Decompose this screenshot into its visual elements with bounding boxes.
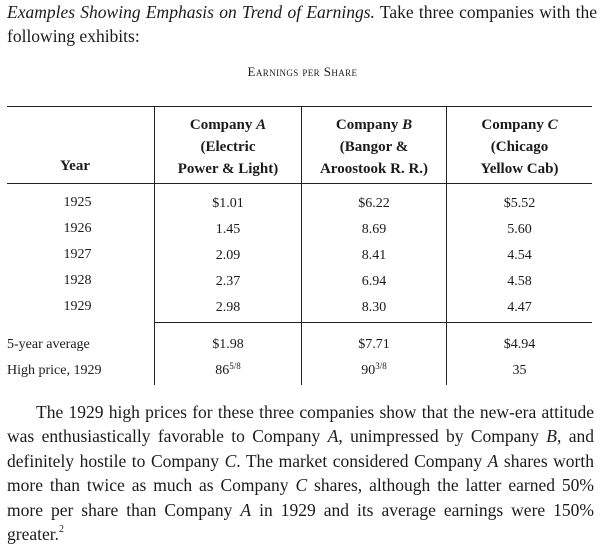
company-letter: C bbox=[295, 475, 308, 496]
company-a-value: 1.45 bbox=[215, 222, 241, 237]
company-a-value: 2.37 bbox=[215, 274, 241, 289]
company-c-average: $4.94 bbox=[503, 337, 536, 352]
intro-paragraph: Examples Showing Emphasis on Trend of Ea… bbox=[7, 0, 597, 48]
company-letter: A bbox=[327, 426, 339, 447]
company-a-value: $1.01 bbox=[212, 196, 244, 211]
year-cell: 1929 bbox=[63, 299, 92, 314]
company-letter: C bbox=[224, 450, 237, 471]
body-paragraph: The 1929 high prices for these three com… bbox=[7, 400, 594, 546]
intro-text: Take three companies with the following … bbox=[7, 2, 598, 46]
table-title: Earnings per Share bbox=[247, 64, 358, 79]
company-c-desc-2: Yellow Cab) bbox=[480, 161, 559, 177]
year-column-header: Year bbox=[60, 158, 90, 174]
column-header-company-c: Company C (Chicago Yellow Cab) bbox=[447, 114, 592, 180]
company-b-value: 6.94 bbox=[361, 274, 387, 289]
company-c-value: $5.52 bbox=[503, 196, 536, 211]
company-letter: A bbox=[487, 450, 499, 471]
company-b-letter: B bbox=[402, 117, 413, 133]
company-a-letter: A bbox=[256, 117, 267, 133]
company-b-desc-1: (Bangor & bbox=[339, 139, 409, 155]
footnote-marker[interactable]: 2 bbox=[58, 524, 64, 536]
company-a-value: 2.09 bbox=[215, 248, 241, 263]
table-top-rule bbox=[7, 106, 592, 107]
header-bottom-rule bbox=[7, 183, 592, 184]
price-whole: 90 bbox=[361, 363, 376, 378]
column-divider-1 bbox=[154, 106, 155, 385]
column-header-company-a: Company A (Electric Power & Light) bbox=[155, 114, 301, 180]
company-a-name: Company bbox=[189, 117, 253, 133]
company-c-name: Company bbox=[481, 117, 544, 133]
column-divider-2 bbox=[301, 106, 302, 385]
company-c-value: 4.47 bbox=[507, 300, 532, 315]
company-letter: A bbox=[240, 499, 252, 520]
body-text-span: shares worth more than twice as much as … bbox=[7, 450, 594, 496]
company-b-desc-2: Aroostook R. R.) bbox=[319, 161, 429, 177]
company-c-letter: C bbox=[547, 117, 558, 133]
year-cell: 1928 bbox=[63, 273, 92, 288]
summary-label: High price, 1929 bbox=[7, 363, 102, 378]
section-heading: Examples Showing Emphasis on Trend of Ea… bbox=[7, 2, 375, 22]
company-c-value: 5.60 bbox=[507, 222, 532, 237]
company-c-value: 4.54 bbox=[507, 248, 532, 263]
company-a-desc-2: Power & Light) bbox=[177, 161, 279, 177]
company-b-value: 8.30 bbox=[361, 300, 387, 315]
price-fraction: 3/8 bbox=[375, 361, 387, 371]
body-text-span: , unimpressed by Company bbox=[338, 426, 547, 447]
company-b-value: $6.22 bbox=[358, 196, 390, 211]
year-cell: 1926 bbox=[63, 221, 92, 236]
company-b-value: 8.41 bbox=[361, 248, 387, 263]
company-b-average: $7.71 bbox=[358, 337, 390, 352]
company-letter: B bbox=[546, 426, 557, 447]
body-text-span: in 1929 and its average earnings were 15… bbox=[7, 499, 594, 545]
body-text-span: . The market considered Company bbox=[236, 450, 488, 471]
company-c-high-price: 35 bbox=[512, 363, 527, 378]
company-c-value: 4.58 bbox=[507, 274, 532, 289]
summary-label: 5-year average bbox=[7, 337, 90, 352]
price-fraction: 5/8 bbox=[229, 361, 241, 371]
company-c-desc-1: (Chicago bbox=[490, 139, 549, 155]
company-a-average: $1.98 bbox=[212, 337, 244, 352]
company-a-high-price: 865/8 bbox=[155, 362, 301, 379]
summary-divider-rule bbox=[154, 322, 592, 323]
body-text-span: , and definitely hostile to Company bbox=[7, 426, 595, 471]
body-text-span: shares, although the latter earned 50% m… bbox=[7, 475, 594, 520]
year-cell: 1927 bbox=[63, 247, 92, 262]
company-a-desc-1: (Electric bbox=[200, 139, 256, 155]
body-text-span: The 1929 high prices for these three com… bbox=[7, 402, 594, 447]
company-b-high-price: 903/8 bbox=[302, 362, 446, 379]
column-divider-3 bbox=[446, 106, 447, 385]
column-header-company-b: Company B (Bangor & Aroostook R. R.) bbox=[302, 114, 446, 180]
company-b-name: Company bbox=[335, 117, 399, 133]
company-b-value: 8.69 bbox=[361, 222, 387, 237]
year-cell: 1925 bbox=[63, 195, 92, 210]
price-whole: 86 bbox=[215, 363, 230, 378]
company-a-value: 2.98 bbox=[215, 300, 241, 315]
